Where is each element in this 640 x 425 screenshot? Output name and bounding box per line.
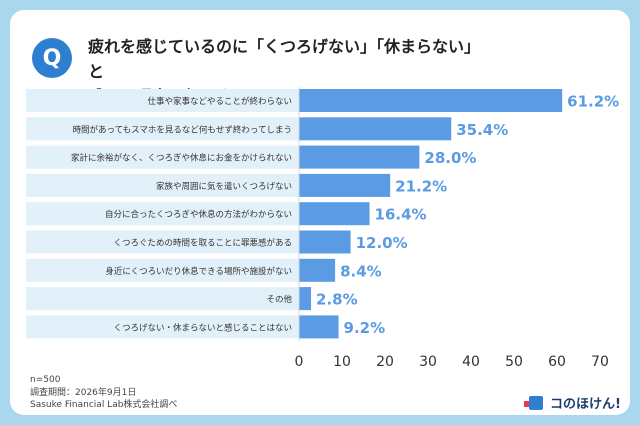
question-badge: Q	[32, 38, 72, 78]
brand-mark-icon	[524, 395, 546, 411]
x-tick-label: 40	[462, 354, 480, 370]
category-band	[26, 89, 299, 112]
category-label: くつろぐための時間を取ることに罪悪感がある	[113, 238, 292, 249]
data-label: 28.0%	[424, 149, 476, 167]
bar	[299, 202, 370, 226]
category-label: くつろげない・休まらないと感じることはない	[113, 322, 292, 333]
data-label: 61.2%	[567, 93, 619, 111]
bar	[299, 287, 312, 311]
category-band	[26, 258, 299, 282]
data-label: 2.8%	[316, 291, 358, 309]
category-band	[26, 173, 299, 197]
source-note: Sasuke Financial Lab株式会社調べ	[30, 400, 178, 410]
title-line-1: 疲れを感じているのに「くつろげない」「休まらない」と	[88, 37, 481, 81]
x-tick-label: 30	[419, 354, 437, 370]
category-label: 自分に合ったくつろぎや休息の方法がわからない	[105, 209, 292, 220]
bar	[299, 145, 420, 169]
brand-logo: コのほけん!	[524, 393, 621, 412]
bar	[299, 230, 351, 254]
data-label: 8.4%	[340, 262, 382, 280]
x-tick-label: 0	[295, 354, 304, 370]
x-tick-label: 10	[333, 354, 351, 370]
survey-period: 調査期間：2026年9月1日	[30, 387, 137, 398]
category-band	[26, 145, 299, 169]
category-label: 仕事や家事などやることが終わらない	[147, 96, 292, 107]
category-band	[26, 202, 299, 226]
x-tick-label: 70	[591, 354, 609, 370]
data-label: 35.4%	[456, 121, 508, 139]
x-tick-label: 60	[548, 354, 566, 370]
bar	[299, 173, 391, 197]
footnotes: n=500 調査期間：2026年9月1日 Sasuke Financial La…	[30, 374, 177, 412]
data-label: 9.2%	[344, 319, 386, 337]
brand-name: コのほけん!	[550, 397, 621, 412]
category-band	[26, 117, 299, 141]
bar	[299, 117, 452, 141]
bar	[299, 89, 563, 112]
data-label: 21.2%	[395, 177, 447, 195]
x-tick-label: 20	[376, 354, 394, 370]
category-label: 時間があってもスマホを見るなど何もせず終わってしまう	[73, 124, 292, 135]
x-tick-label: 50	[505, 354, 523, 370]
category-label: 家族や周囲に気を遣いくつろげない	[156, 181, 292, 192]
category-label: 家計に余裕がなく、くつろぎや休息にお金をかけられない	[71, 153, 292, 164]
category-band	[26, 315, 299, 339]
category-band	[26, 230, 299, 254]
sample-size: n=500	[30, 375, 61, 385]
bar	[299, 315, 339, 339]
data-label: 16.4%	[375, 206, 427, 224]
category-label: 身近にくつろいだり休息できる場所や施設がない	[105, 266, 292, 277]
category-band	[26, 287, 299, 311]
bar	[299, 258, 336, 282]
data-label: 12.0%	[356, 234, 408, 252]
category-label: その他	[266, 294, 292, 305]
